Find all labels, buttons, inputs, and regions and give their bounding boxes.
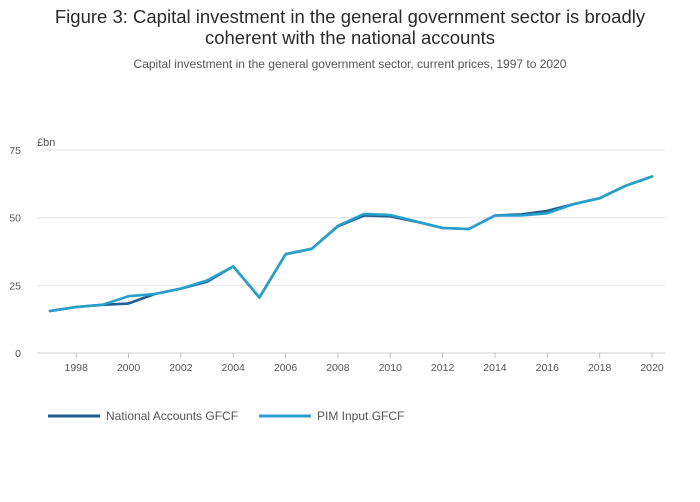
y-tick-label: 75 [9, 145, 21, 157]
series-line-national-accounts-gfcf[interactable] [48, 175, 654, 313]
x-tick-label: 2006 [274, 362, 298, 374]
gridlines [37, 149, 665, 354]
series-line-pim-input-gfcf[interactable] [48, 175, 654, 313]
x-tick-label: 2016 [536, 362, 560, 374]
legend-label: PIM Input GFCF [317, 409, 404, 423]
x-tick-label: 2000 [117, 362, 141, 374]
series-lines [48, 175, 654, 313]
x-tick-label: 2008 [326, 362, 350, 374]
x-tick-label: 2012 [431, 362, 455, 374]
legend[interactable]: National Accounts GFCF PIM Input GFCF [48, 409, 404, 423]
y-tick-label: 0 [15, 348, 21, 360]
legend-item-national-accounts-gfcf[interactable]: National Accounts GFCF [48, 409, 238, 423]
y-tick-label: 50 [9, 213, 21, 225]
x-tick-label: 2002 [169, 362, 193, 374]
chart-title-line1: Figure 3: Capital investment in the gene… [54, 6, 646, 27]
y-axis-unit-label: £bn [37, 137, 55, 149]
chart-title: Figure 3: Capital investment in the gene… [20, 6, 680, 48]
x-tick-label: 2004 [222, 362, 246, 374]
legend-label: National Accounts GFCF [106, 409, 238, 423]
legend-item-pim-input-gfcf[interactable]: PIM Input GFCF [259, 409, 404, 423]
axes: 0 25 50 75 £bn 1998 2000 2002 2004 2006 2008 2010 20… [9, 137, 664, 374]
x-tick-label: 1998 [64, 362, 88, 374]
x-tick-label: 2014 [483, 362, 507, 374]
x-tick-label: 2020 [640, 362, 664, 374]
chart-subtitle: Capital investment in the general govern… [133, 57, 567, 71]
x-tick-label: 2010 [379, 362, 403, 374]
x-tick-label: 2018 [588, 362, 612, 374]
chart-title-line2: coherent with the national accounts [204, 27, 496, 48]
y-tick-label: 25 [9, 280, 21, 292]
